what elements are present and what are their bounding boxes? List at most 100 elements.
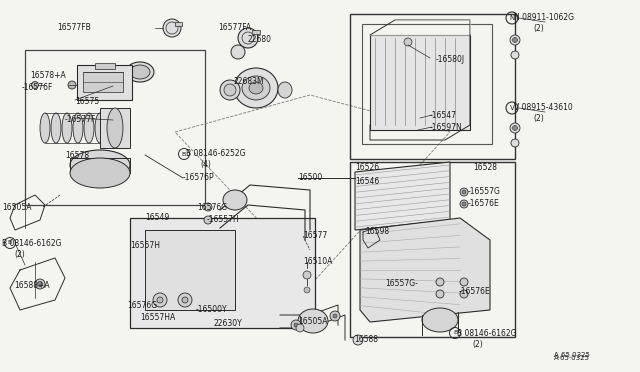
Ellipse shape xyxy=(422,308,458,332)
Ellipse shape xyxy=(291,320,301,330)
Text: V: V xyxy=(509,105,515,111)
Ellipse shape xyxy=(510,35,520,45)
Text: 16510A: 16510A xyxy=(303,257,332,266)
Text: 16549: 16549 xyxy=(145,214,169,222)
Ellipse shape xyxy=(130,65,150,79)
Ellipse shape xyxy=(296,324,304,332)
Ellipse shape xyxy=(70,150,130,180)
Text: 16577FA: 16577FA xyxy=(218,23,251,32)
Bar xyxy=(25,50,205,205)
Text: 16578+A: 16578+A xyxy=(30,71,66,80)
Ellipse shape xyxy=(231,45,245,59)
Text: (2): (2) xyxy=(472,340,483,349)
Ellipse shape xyxy=(68,81,76,89)
Text: 16500: 16500 xyxy=(298,173,323,183)
Ellipse shape xyxy=(511,51,519,59)
Text: -16500Y: -16500Y xyxy=(196,305,228,314)
Ellipse shape xyxy=(31,81,38,89)
Ellipse shape xyxy=(242,76,270,100)
Ellipse shape xyxy=(204,203,212,211)
Text: 16528: 16528 xyxy=(473,164,497,173)
Text: 16588: 16588 xyxy=(354,336,378,344)
Ellipse shape xyxy=(238,28,258,48)
Text: 22630Y: 22630Y xyxy=(214,318,243,327)
Bar xyxy=(95,63,115,69)
Ellipse shape xyxy=(51,113,61,143)
Text: 16557G-: 16557G- xyxy=(385,279,418,288)
Text: N 08911-1062G: N 08911-1062G xyxy=(514,13,574,22)
Ellipse shape xyxy=(436,278,444,286)
Ellipse shape xyxy=(298,309,328,333)
Ellipse shape xyxy=(460,188,468,196)
Ellipse shape xyxy=(460,290,468,298)
Polygon shape xyxy=(355,162,450,230)
Bar xyxy=(77,65,132,100)
Ellipse shape xyxy=(460,278,468,286)
Ellipse shape xyxy=(462,202,466,206)
Ellipse shape xyxy=(513,38,518,42)
Text: -16576E: -16576E xyxy=(468,199,500,208)
Text: A·65·0325: A·65·0325 xyxy=(554,355,590,361)
Text: 16588+A: 16588+A xyxy=(14,282,50,291)
Bar xyxy=(370,35,470,130)
Bar xyxy=(83,72,123,92)
Text: V 08915-43610: V 08915-43610 xyxy=(514,103,573,112)
Ellipse shape xyxy=(220,80,240,100)
Bar xyxy=(350,14,515,159)
Bar xyxy=(350,162,515,337)
Ellipse shape xyxy=(35,279,45,289)
Ellipse shape xyxy=(513,125,518,131)
Ellipse shape xyxy=(224,84,236,96)
Ellipse shape xyxy=(510,123,520,133)
Ellipse shape xyxy=(223,190,247,210)
Text: B 08146-6162G: B 08146-6162G xyxy=(457,328,516,337)
Ellipse shape xyxy=(107,108,123,148)
Text: B: B xyxy=(8,241,12,246)
Ellipse shape xyxy=(460,200,468,208)
Ellipse shape xyxy=(153,293,167,307)
Text: 16546: 16546 xyxy=(355,176,380,186)
Ellipse shape xyxy=(163,19,181,37)
Text: (4): (4) xyxy=(200,160,211,170)
Bar xyxy=(145,230,235,310)
Ellipse shape xyxy=(38,282,42,286)
Ellipse shape xyxy=(234,68,278,108)
Text: N: N xyxy=(509,15,515,21)
Text: 16505A: 16505A xyxy=(298,317,328,327)
Text: 16577FB: 16577FB xyxy=(57,23,91,32)
Text: -16557H: -16557H xyxy=(207,215,240,224)
Ellipse shape xyxy=(70,158,130,188)
Text: (2): (2) xyxy=(533,115,544,124)
Text: 16598: 16598 xyxy=(365,227,389,235)
Text: 16575: 16575 xyxy=(75,97,99,106)
Ellipse shape xyxy=(462,190,466,194)
Ellipse shape xyxy=(333,314,337,318)
Text: 16577: 16577 xyxy=(303,231,327,241)
Text: 16576G: 16576G xyxy=(197,203,227,212)
Text: (2): (2) xyxy=(14,250,25,259)
Text: -16547: -16547 xyxy=(430,112,457,121)
Bar xyxy=(130,218,315,328)
Ellipse shape xyxy=(278,82,292,98)
Ellipse shape xyxy=(404,38,412,46)
Text: B 08146-6162G: B 08146-6162G xyxy=(2,238,61,247)
Text: A 65 0325: A 65 0325 xyxy=(554,352,590,358)
Text: -16580J: -16580J xyxy=(436,55,465,64)
Ellipse shape xyxy=(204,216,212,224)
Bar xyxy=(100,108,130,148)
Ellipse shape xyxy=(95,113,105,143)
Ellipse shape xyxy=(182,297,188,303)
Ellipse shape xyxy=(62,113,72,143)
Polygon shape xyxy=(360,218,490,322)
Text: 16557HA: 16557HA xyxy=(140,314,175,323)
Text: 16557H: 16557H xyxy=(130,241,160,250)
Polygon shape xyxy=(175,22,182,26)
Ellipse shape xyxy=(126,62,154,82)
Text: -16576E: -16576E xyxy=(459,288,491,296)
Ellipse shape xyxy=(84,113,94,143)
Text: B: B xyxy=(182,151,186,157)
Ellipse shape xyxy=(157,297,163,303)
Ellipse shape xyxy=(294,323,298,327)
Polygon shape xyxy=(252,30,260,34)
Text: 16576G: 16576G xyxy=(127,301,157,310)
